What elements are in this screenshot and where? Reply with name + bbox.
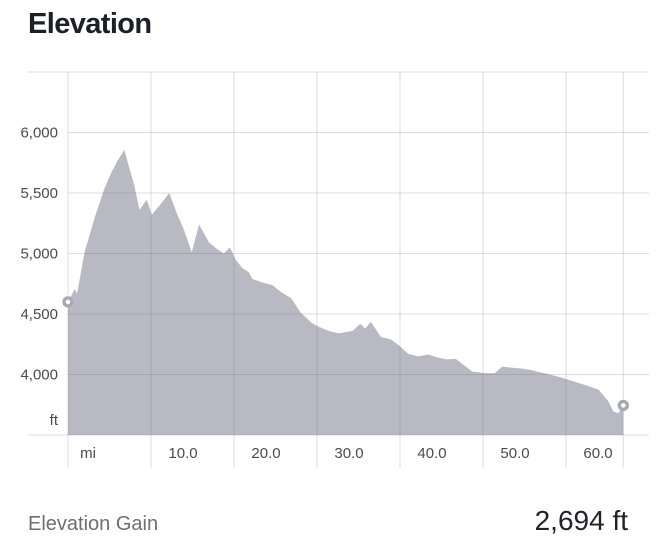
x-axis-tick-label: 30.0 (334, 445, 363, 462)
elevation-area-chart: 6,000 5,500 5,000 4,500 4,000 ft mi 10.0 20.0 30.… (20, 71, 649, 468)
y-axis-tick-label: 4,500 (20, 306, 58, 323)
elevation-area-fill (68, 150, 624, 435)
x-axis-tick-label: 60.0 (583, 445, 612, 462)
x-axis-tick-label: 10.0 (168, 445, 197, 462)
x-axis-tick-label: 40.0 (417, 445, 446, 462)
elevation-gain-label: Elevation Gain (28, 513, 159, 535)
elevation-gain-value: 2,694 ft (534, 505, 628, 536)
x-axis-tick-label: 20.0 (251, 445, 280, 462)
y-axis-tick-label: 5,000 (20, 246, 58, 263)
y-axis-tick-label: 6,000 (20, 125, 58, 142)
route-start-marker-icon (62, 296, 74, 308)
route-end-marker-icon (617, 399, 629, 412)
chart-title: Elevation (28, 8, 152, 40)
stats-row: Elevation Gain 2,694 ft (28, 505, 628, 537)
y-axis-tick-label: 5,500 (20, 185, 58, 202)
x-axis-tick-label: 50.0 (500, 445, 529, 462)
y-axis-unit-label: ft (50, 412, 59, 429)
x-axis-unit-label: mi (80, 445, 96, 462)
y-axis-tick-label: 4,000 (20, 367, 58, 384)
